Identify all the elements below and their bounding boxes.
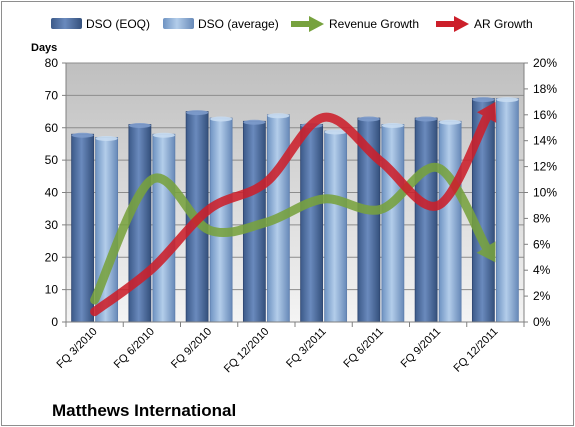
series-revenue-growth — [90, 162, 496, 305]
bar-dso-eoq — [128, 123, 152, 323]
y2-tick-label: 12% — [533, 160, 557, 174]
bar-dso-eoq — [357, 116, 381, 323]
y-tick-label: 30 — [45, 218, 59, 232]
y2-tick-label: 0% — [533, 315, 551, 329]
bar-dso-average — [495, 97, 519, 323]
x-tick-label: FQ 3/2010 — [55, 326, 100, 371]
legend-label-revenue-growth: Revenue Growth — [329, 17, 419, 31]
x-tick-label: FQ 9/2010 — [169, 326, 214, 371]
y-tick-label: 50 — [45, 153, 59, 167]
y2-tick-label: 16% — [533, 108, 557, 122]
y2-tick-label: 4% — [533, 263, 551, 277]
y2-tick-label: 8% — [533, 211, 551, 225]
line-layer — [90, 101, 497, 317]
bar-dso-average — [152, 132, 176, 323]
y2-tick-label: 6% — [533, 237, 551, 251]
arrowhead — [477, 101, 497, 123]
legend-swatch-revenue-growth — [291, 16, 324, 32]
bar-dso-average — [324, 129, 348, 323]
x-tick-label: FQ 6/2011 — [341, 326, 386, 371]
y-tick-label: 0 — [51, 315, 58, 329]
y-tick-label: 80 — [45, 56, 59, 70]
bar-dso-average — [209, 116, 233, 323]
x-tick-label: FQ 6/2010 — [112, 326, 157, 371]
chart-title: Matthews International — [52, 401, 236, 420]
y2-tick-label: 20% — [533, 56, 557, 70]
y2-tick-label: 2% — [533, 289, 551, 303]
y-tick-label: 60 — [45, 121, 59, 135]
y2-tick-label: 18% — [533, 82, 557, 96]
bar-dso-eoq — [414, 116, 438, 323]
y-tick-label: 10 — [45, 283, 59, 297]
y-tick-label: 20 — [45, 250, 59, 264]
x-tick-label: FQ 3/2011 — [284, 326, 329, 371]
bar-dso-average — [438, 119, 462, 323]
legend-label-dso-average: DSO (average) — [198, 17, 279, 31]
series-ar-growth — [90, 101, 497, 317]
legend: DSO (EOQ) DSO (average) Revenue Growth A… — [51, 16, 533, 32]
legend-label-ar-growth: AR Growth — [474, 17, 533, 31]
legend-swatch-dso-average — [163, 18, 194, 29]
x-tick-label: FQ 12/2010 — [222, 326, 272, 376]
y-tick-label: 70 — [45, 88, 59, 102]
legend-swatch-ar-growth — [436, 16, 469, 32]
y-tick-label: 40 — [45, 186, 59, 200]
legend-swatch-dso-eoq — [51, 18, 82, 29]
y-axis-title: Days — [31, 42, 57, 54]
bar-dso-eoq — [300, 123, 324, 323]
bar-dso-average — [381, 123, 405, 323]
y2-tick-label: 14% — [533, 134, 557, 148]
legend-label-dso-eoq: DSO (EOQ) — [86, 17, 150, 31]
arrowhead — [476, 241, 496, 263]
bar-dso-eoq — [71, 132, 95, 323]
y2-tick-label: 10% — [533, 186, 557, 200]
x-tick-label: FQ 12/2011 — [452, 326, 501, 375]
x-tick-label: FQ 9/2011 — [399, 326, 444, 371]
